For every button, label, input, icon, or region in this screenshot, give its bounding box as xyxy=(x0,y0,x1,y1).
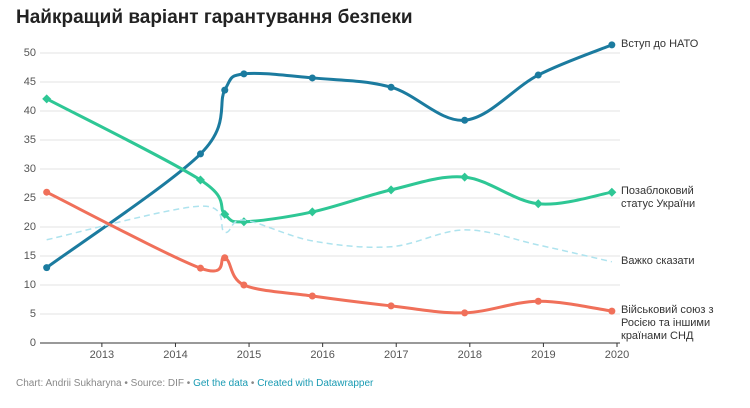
chart-title: Найкращий варіант гарантування безпеки xyxy=(16,7,413,28)
y-tick-label: 50 xyxy=(24,47,36,59)
datawrapper-link[interactable]: Created with Datawrapper xyxy=(257,378,374,389)
y-tick-label: 0 xyxy=(30,337,36,349)
point xyxy=(386,185,396,195)
point xyxy=(239,217,249,227)
series-line xyxy=(45,97,613,224)
point xyxy=(221,254,229,262)
series-label: Військовий союз з Росією та іншими країн… xyxy=(621,304,714,343)
x-tick-label: 2016 xyxy=(310,349,334,361)
series-line xyxy=(46,205,613,263)
point xyxy=(461,309,469,317)
y-tick-label: 40 xyxy=(24,105,36,117)
point xyxy=(534,297,542,305)
footer: Chart: Andrii Sukharyna • Source: DIF • … xyxy=(16,378,373,389)
point xyxy=(608,307,616,315)
separator: • xyxy=(250,378,255,389)
point xyxy=(607,187,617,197)
y-tick-label: 10 xyxy=(24,279,36,291)
point xyxy=(240,281,248,289)
series-label: Важко сказати xyxy=(621,254,695,267)
x-tick-label: 2018 xyxy=(458,349,482,361)
point xyxy=(43,188,51,196)
point xyxy=(221,86,229,94)
point xyxy=(387,83,395,91)
y-tick-label: 25 xyxy=(24,192,36,204)
point xyxy=(195,175,205,185)
series-label: Вступ до НАТО xyxy=(621,37,699,50)
point xyxy=(220,209,230,219)
y-tick-label: 5 xyxy=(30,308,36,320)
point xyxy=(387,302,395,310)
point xyxy=(240,70,248,78)
point xyxy=(196,264,204,272)
point xyxy=(308,292,316,300)
y-tick-label: 30 xyxy=(24,163,36,175)
y-tick-label: 20 xyxy=(24,221,36,233)
point xyxy=(308,74,316,82)
x-tick-label: 2017 xyxy=(384,349,408,361)
x-tick-label: 2013 xyxy=(90,349,114,361)
x-tick-label: 2020 xyxy=(605,349,629,361)
x-tick-label: 2019 xyxy=(531,349,555,361)
x-tick-label: 2014 xyxy=(163,349,187,361)
y-tick-label: 45 xyxy=(24,76,36,88)
y-tick-label: 35 xyxy=(24,134,36,146)
point xyxy=(608,41,616,49)
point xyxy=(461,116,469,124)
point xyxy=(460,172,470,182)
series-label: Позаблоковий статус України xyxy=(621,185,696,211)
x-tick-label: 2015 xyxy=(237,349,261,361)
series-line xyxy=(46,190,613,315)
point xyxy=(307,207,317,217)
y-tick-label: 15 xyxy=(24,250,36,262)
point xyxy=(42,94,52,104)
point xyxy=(196,150,204,158)
point xyxy=(534,71,542,79)
point xyxy=(533,199,543,209)
point xyxy=(43,264,51,272)
credit: Chart: Andrii Sukharyna • Source: DIF • xyxy=(16,378,191,389)
data-link[interactable]: Get the data xyxy=(193,378,249,389)
